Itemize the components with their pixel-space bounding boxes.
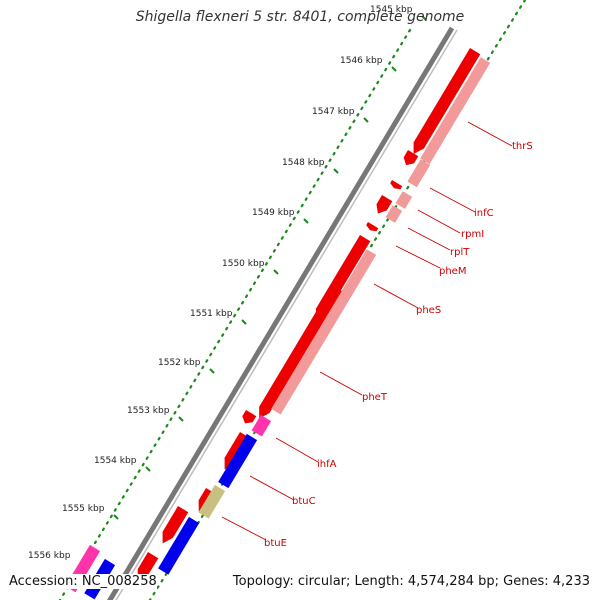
gene-bar xyxy=(271,249,377,415)
tick-label: 1546 kbp xyxy=(340,56,383,66)
gene-leader-line xyxy=(395,245,441,269)
tick-label: 1552 kbp xyxy=(158,358,201,368)
gene-leader-line xyxy=(319,371,363,396)
tick-mark xyxy=(209,368,215,374)
gene-label-infC: infC xyxy=(474,208,494,219)
genome-backbone xyxy=(107,26,455,600)
gene-bar xyxy=(407,159,431,188)
tick-mark xyxy=(421,15,427,21)
cds-arrow xyxy=(259,285,343,419)
gene-label-pheT: pheT xyxy=(362,392,388,403)
gene-label-rplT: rplT xyxy=(450,247,470,258)
gene-label-btuC: btuC xyxy=(292,496,316,507)
ihfA-feature xyxy=(251,414,272,437)
map-title: Shigella flexneri 5 str. 8401, complete … xyxy=(135,9,465,25)
gene-leader-line xyxy=(407,227,451,251)
tick-label: 1553 kbp xyxy=(127,406,170,416)
tick-mark xyxy=(333,168,339,174)
cds-arrow xyxy=(366,222,379,232)
tick-dots xyxy=(58,0,527,600)
cds-arrow xyxy=(390,180,403,190)
cds-arrow xyxy=(376,195,393,214)
gene-leader-line xyxy=(275,437,319,463)
tick-mark xyxy=(391,66,397,72)
gene-bar xyxy=(385,205,403,223)
btuC-feature xyxy=(218,433,258,489)
cds-arrow xyxy=(137,552,159,581)
gene-leader-line xyxy=(417,209,461,234)
cds-arrow xyxy=(242,410,257,424)
tick-mark xyxy=(303,218,309,224)
gene-label-ihfA: ihfA xyxy=(317,459,337,470)
inner-dotted-ring xyxy=(58,28,412,600)
gene-leader-line xyxy=(221,516,267,541)
tick-label: 1545 kbp xyxy=(370,5,413,15)
gene-leader-line xyxy=(429,187,476,213)
cds-arrow xyxy=(162,506,189,544)
tick-mark xyxy=(273,269,279,275)
tick-mark xyxy=(178,416,184,422)
gene-bar xyxy=(420,57,491,165)
cds-arrow xyxy=(403,150,419,166)
tick-mark xyxy=(113,514,119,520)
tick-label: 1556 kbp xyxy=(28,551,71,561)
tick-label: 1551 kbp xyxy=(190,309,233,319)
tick-label: 1554 kbp xyxy=(94,456,137,466)
tick-label: 1547 kbp xyxy=(312,107,355,117)
accession-text: Accession: NC_008258 xyxy=(9,574,157,589)
genome-backbone-shadow xyxy=(115,29,458,600)
gene-labels: thrS infC rpmI rplT pheM pheS pheT ihfA btuC btuE xyxy=(221,121,533,549)
tick-mark xyxy=(363,117,369,123)
gene-leader-line xyxy=(373,283,419,309)
tick-mark xyxy=(145,466,151,472)
tick-mark xyxy=(241,319,247,325)
gene-label-pheM: pheM xyxy=(439,266,466,277)
gene-label-thrS: thrS xyxy=(512,141,533,152)
tick-labels: 1545 kbp 1546 kbp 1547 kbp 1548 kbp 1549 kbp… xyxy=(28,5,427,567)
gene-bar xyxy=(395,191,413,209)
tick-label: 1555 kbp xyxy=(62,504,105,514)
features xyxy=(65,48,491,600)
gene-label-pheS: pheS xyxy=(416,305,441,316)
topology-text: Topology: circular; Length: 4,574,284 bp… xyxy=(232,574,590,589)
trna-feature xyxy=(198,484,226,519)
gene-label-btuE: btuE xyxy=(264,538,287,549)
gene-leader-line xyxy=(467,121,513,147)
tick-label: 1548 kbp xyxy=(282,158,325,168)
gene-leader-line xyxy=(249,475,295,501)
btuE-feature xyxy=(158,516,200,575)
gene-label-rpmI: rpmI xyxy=(461,229,484,240)
tick-label: 1550 kbp xyxy=(222,259,265,269)
cds-arrow xyxy=(413,48,481,154)
tick-label: 1549 kbp xyxy=(252,208,295,218)
